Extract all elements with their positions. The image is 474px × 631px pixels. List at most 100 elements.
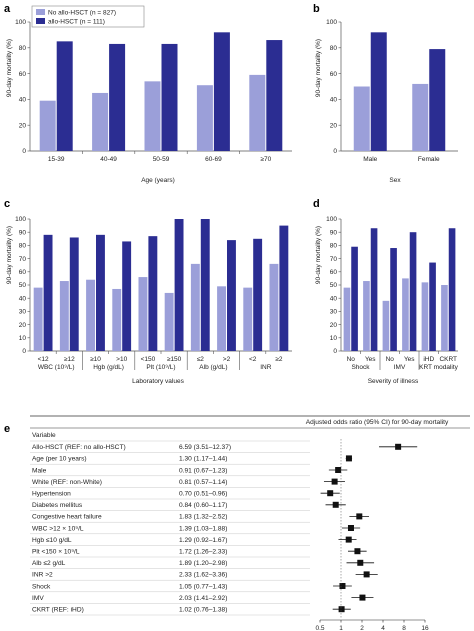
forest-variable-label: IMV bbox=[32, 595, 44, 602]
group-label-d: Shock bbox=[351, 364, 370, 371]
bar-d-allo bbox=[448, 228, 456, 351]
x-tick-label-a: ≥70 bbox=[260, 156, 271, 163]
bar-a-allo bbox=[266, 40, 283, 152]
bar-c-no-allo bbox=[243, 287, 253, 351]
forest-or-ci-text: 1.02 (0.76–1.38) bbox=[179, 607, 227, 614]
forest-header: Adjusted odds ratio (95% CI) for 90-day … bbox=[306, 419, 449, 426]
y-tick-label-c: 80 bbox=[19, 243, 27, 250]
y-tick-label-a: 0 bbox=[22, 148, 26, 155]
x-tick-label-d: No bbox=[386, 356, 395, 363]
bar-c-no-allo bbox=[190, 263, 200, 351]
y-tick-label-c: 50 bbox=[19, 282, 27, 289]
bar-c-allo bbox=[96, 234, 105, 351]
forest-or-ci-text: 1.39 (1.03–1.88) bbox=[179, 525, 227, 532]
forest-variable-label: Congestive heart failure bbox=[32, 514, 102, 521]
x-tick-label-c: >2 bbox=[223, 356, 231, 363]
bar-c-allo bbox=[122, 241, 132, 351]
y-tick-label-a: 40 bbox=[19, 97, 27, 104]
forest-x-tick-label: 1 bbox=[339, 625, 343, 631]
panel-label-d: d bbox=[313, 198, 320, 210]
x-tick-label-b: Female bbox=[418, 156, 440, 163]
panel-label-c: c bbox=[4, 198, 10, 210]
x-tick-label-d: iHD bbox=[423, 356, 434, 363]
x-tick-label-d: Yes bbox=[365, 356, 376, 363]
bar-c-allo bbox=[148, 236, 158, 351]
bar-c-allo bbox=[200, 219, 210, 351]
forest-variable-label: Hypertension bbox=[32, 491, 71, 498]
bar-d-allo bbox=[351, 246, 358, 351]
x-tick-label-c: ≥2 bbox=[275, 356, 283, 363]
x-tick-label-b: Male bbox=[363, 156, 377, 163]
y-tick-label-d: 20 bbox=[330, 322, 338, 329]
bar-c-no-allo bbox=[86, 279, 95, 351]
panel-label-e: e bbox=[4, 423, 10, 435]
forest-variable-label: Plt <150 × 10⁹/L bbox=[32, 549, 80, 556]
y-tick-label-a: 80 bbox=[19, 45, 27, 52]
forest-point bbox=[339, 583, 346, 589]
panel-label-b: b bbox=[313, 3, 320, 15]
y-tick-label-d: 40 bbox=[330, 295, 338, 302]
forest-point bbox=[359, 594, 366, 601]
xlabel-b: Sex bbox=[389, 177, 401, 184]
bar-d-allo bbox=[390, 248, 397, 351]
y-tick-label-a: 100 bbox=[15, 19, 26, 26]
x-tick-label-c: ≥12 bbox=[64, 356, 75, 363]
forest-or-ci-text: 1.83 (1.32–2.52) bbox=[179, 514, 227, 521]
forest-variable-label: Age (per 10 years) bbox=[32, 456, 87, 463]
y-tick-label-a: 60 bbox=[19, 71, 27, 78]
forest-or-ci-text: 0.91 (0.67–1.23) bbox=[179, 467, 227, 474]
x-tick-label-d: CKRT bbox=[439, 356, 457, 363]
group-label-c: Plt (10⁹/L) bbox=[146, 364, 175, 371]
forest-or-ci-text: 1.89 (1.20–2.98) bbox=[179, 560, 227, 567]
bar-a-no-allo bbox=[144, 81, 161, 151]
bar-d-allo bbox=[409, 232, 417, 351]
forest-or-ci-text: 0.70 (0.51–0.96) bbox=[179, 491, 227, 498]
x-tick-label-d: Yes bbox=[404, 356, 415, 363]
forest-variable-label: White (REF: non-White) bbox=[32, 479, 102, 486]
bar-c-allo bbox=[279, 225, 289, 351]
bar-a-no-allo bbox=[196, 85, 213, 151]
forest-x-tick-label: 2 bbox=[360, 625, 364, 631]
y-tick-label-c: 90 bbox=[19, 229, 27, 236]
x-tick-label-c: <12 bbox=[38, 356, 49, 363]
bar-b-allo bbox=[429, 49, 446, 152]
y-tick-label-c: 0 bbox=[22, 348, 26, 355]
bar-c-allo bbox=[227, 240, 236, 351]
legend-box bbox=[31, 5, 145, 28]
bar-d-no-allo bbox=[441, 285, 448, 351]
forest-or-ci-text: 6.59 (3.51–12.37) bbox=[179, 444, 231, 451]
legend-label-allo: allo-HSCT (n = 111) bbox=[48, 19, 105, 26]
x-tick-label-c: ≥150 bbox=[167, 356, 182, 363]
forest-or-ci-text: 1.72 (1.26–2.33) bbox=[179, 549, 227, 556]
bar-c-no-allo bbox=[269, 263, 279, 351]
bar-d-no-allo bbox=[421, 282, 429, 351]
bar-c-allo bbox=[174, 219, 184, 351]
bar-c-no-allo bbox=[164, 292, 174, 351]
y-tick-label-d: 60 bbox=[330, 269, 338, 276]
bar-a-no-allo bbox=[39, 100, 56, 151]
forest-point bbox=[395, 443, 402, 450]
bar-d-no-allo bbox=[382, 300, 390, 351]
bar-d-no-allo bbox=[343, 287, 351, 351]
bar-b-allo bbox=[370, 32, 387, 151]
x-tick-label-c: ≤2 bbox=[197, 356, 205, 363]
forest-point bbox=[363, 571, 370, 578]
forest-variable-label: Shock bbox=[32, 583, 51, 590]
forest-or-ci-text: 2.33 (1.62–3.36) bbox=[179, 572, 227, 579]
forest-x-tick-label: 0.5 bbox=[315, 625, 324, 631]
forest-variable-label: Male bbox=[32, 467, 47, 474]
forest-point bbox=[338, 606, 345, 613]
forest-variable-label: Allo-HSCT (REF: no allo-HSCT) bbox=[32, 444, 126, 451]
forest-point bbox=[345, 536, 352, 543]
ylabel-d: 90-day mortality (%) bbox=[315, 226, 322, 284]
y-tick-label-c: 40 bbox=[19, 295, 27, 302]
bar-a-allo bbox=[161, 43, 178, 151]
y-tick-label-b: 80 bbox=[330, 45, 338, 52]
forest-variable-label: Hgb ≤10 g/dL bbox=[32, 537, 72, 544]
bar-d-allo bbox=[429, 262, 436, 351]
y-tick-label-d: 50 bbox=[330, 282, 338, 289]
bar-a-allo bbox=[56, 41, 73, 151]
y-tick-label-d: 80 bbox=[330, 243, 338, 250]
y-tick-label-c: 100 bbox=[15, 216, 26, 223]
